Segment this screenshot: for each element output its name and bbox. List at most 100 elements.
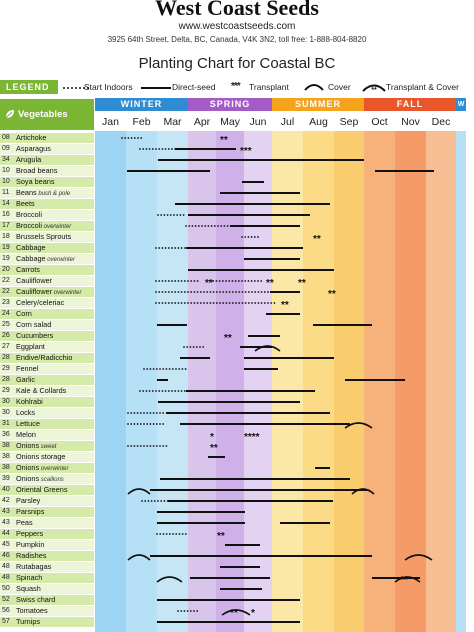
start-indoors-mark (212, 280, 215, 282)
start-indoors-mark (260, 291, 263, 293)
start-indoors-mark (257, 236, 259, 238)
cover-mark (344, 422, 373, 429)
start-indoors-mark (133, 412, 136, 414)
cover-mark (394, 576, 421, 583)
cover-mark (221, 609, 251, 616)
vegetable-code: 43 (2, 508, 10, 515)
start-indoors-mark (270, 302, 273, 304)
start-indoors-mark (244, 291, 247, 293)
start-indoors-mark (159, 412, 161, 414)
start-indoors-mark (228, 291, 231, 293)
start-indoors-mark (143, 423, 145, 425)
start-indoors-mark (155, 247, 157, 249)
start-indoors-mark (171, 148, 173, 150)
start-indoors-mark (146, 412, 149, 414)
start-indoors-mark (168, 368, 171, 370)
vegetable-name: Arugula (16, 155, 42, 164)
vegetable-name: Eggplant (16, 342, 45, 351)
vegetable-code: 44 (2, 530, 10, 537)
season-spring: SPRING (188, 98, 272, 111)
start-indoors-mark (192, 346, 195, 348)
start-indoors-mark (142, 390, 145, 392)
start-indoors-mark (148, 148, 151, 150)
start-indoors-mark (163, 500, 166, 502)
start-indoors-mark (136, 445, 139, 447)
start-indoors-mark (136, 423, 139, 425)
legend-start-indoors: Start Indoors (84, 82, 133, 92)
start-indoors-mark (199, 302, 202, 304)
start-indoors-mark (127, 137, 130, 139)
vegetable-name: Beets (16, 199, 35, 208)
svg-text:**: ** (371, 87, 377, 92)
cover-mark (404, 554, 433, 561)
vegetable-name: Broccoli (16, 210, 42, 219)
start-indoors-mark (165, 368, 168, 370)
start-indoors-mark (231, 280, 234, 282)
col-w (456, 131, 466, 632)
website-url: www.westcoastseeds.com (178, 21, 296, 32)
col-dec (426, 131, 456, 632)
month-jul: Jul (280, 116, 295, 128)
month-mar: Mar (163, 116, 182, 128)
table-row (0, 232, 94, 242)
start-indoors-mark (161, 280, 164, 282)
start-indoors-mark (183, 291, 186, 293)
vegetable-name: Melon (16, 430, 36, 439)
start-indoors-mark (260, 280, 263, 282)
start-indoors-mark (145, 148, 148, 150)
start-indoors-mark (196, 291, 199, 293)
start-indoors-mark (257, 291, 260, 293)
month-aug: Aug (309, 116, 328, 128)
start-indoors-mark (155, 423, 158, 425)
vegetable-note: overwinter (45, 257, 75, 263)
start-indoors-mark (215, 302, 218, 304)
vegetable-name: Cabbage (16, 243, 46, 252)
start-indoors-mark (187, 302, 189, 304)
table-row (0, 507, 94, 517)
vegetable-name: Radishes (16, 551, 47, 560)
start-indoors-mark (250, 236, 253, 238)
start-indoors-mark (143, 412, 145, 414)
start-indoors-mark (133, 423, 136, 425)
table-row (0, 166, 94, 176)
vegetable-code: 10 (2, 178, 10, 185)
cover-symbol (304, 84, 324, 91)
start-indoors-mark (161, 148, 164, 150)
start-indoors-mark (217, 225, 219, 227)
start-indoors-mark (166, 214, 169, 216)
start-indoors-mark (178, 368, 181, 370)
vegetable-name: Asparagus (16, 144, 51, 153)
start-indoors-mark (193, 280, 196, 282)
vegetable-code: 24 (2, 310, 10, 317)
cover-mark (127, 488, 151, 495)
start-indoors-mark (235, 291, 237, 293)
month-oct: Oct (371, 116, 388, 128)
start-indoors-mark (164, 247, 167, 249)
start-indoors-mark (152, 368, 155, 370)
transplant-mark: ** (220, 135, 228, 146)
start-indoors-mark (267, 291, 269, 293)
start-indoors-mark (238, 291, 241, 293)
start-indoors-mark (254, 291, 257, 293)
vegetable-note: overwinter (52, 290, 82, 296)
transplant-mark: * (251, 608, 255, 619)
start-indoors-mark (146, 368, 149, 370)
start-indoors-mark (184, 368, 187, 370)
table-row (0, 617, 94, 627)
start-indoors-mark (253, 280, 256, 282)
start-indoors-mark (175, 368, 177, 370)
start-indoors-mark (257, 280, 259, 282)
start-indoors-mark (184, 533, 187, 535)
table-row (0, 199, 94, 209)
start-indoors-mark (167, 247, 170, 249)
start-indoors-mark (149, 412, 152, 414)
start-indoors-mark (159, 423, 161, 425)
start-indoors-mark (164, 390, 167, 392)
start-indoors-mark (182, 214, 185, 216)
vegetable-note: sweet (39, 444, 57, 450)
start-indoors-mark (161, 390, 164, 392)
vegetable-code: 45 (2, 541, 10, 548)
start-indoors-mark (139, 390, 141, 392)
start-indoors-mark (171, 291, 173, 293)
vegetable-code: 14 (2, 200, 10, 207)
